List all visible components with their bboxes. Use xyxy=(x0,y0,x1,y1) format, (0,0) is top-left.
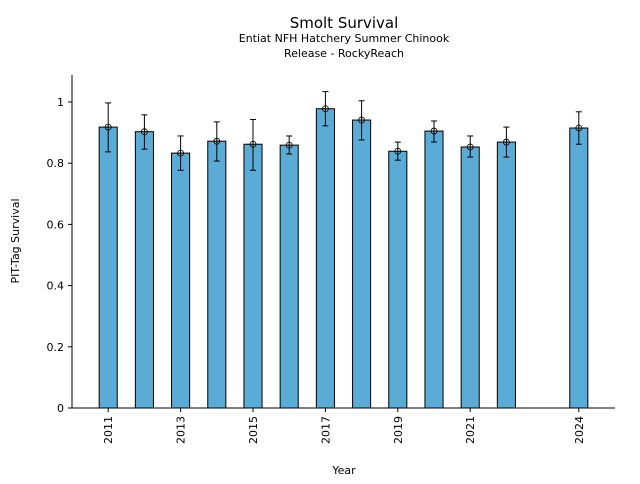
chart-title: Smolt Survival xyxy=(290,14,399,32)
x-tick-label: 2011 xyxy=(102,416,115,444)
y-tick-label: 1 xyxy=(57,96,64,109)
y-tick-label: 0.6 xyxy=(47,218,65,231)
x-tick-label: 2021 xyxy=(464,416,477,444)
x-tick-label: 2019 xyxy=(392,416,405,444)
x-axis-label: Year xyxy=(331,464,356,477)
y-tick-label: 0.8 xyxy=(47,157,65,170)
x-tick-label: 2015 xyxy=(247,416,260,444)
bar-2012 xyxy=(134,131,154,409)
chart-subtitle-2: Release - RockyReach xyxy=(284,47,404,60)
x-tick-label: 2024 xyxy=(573,416,586,444)
bar-2014 xyxy=(207,140,227,409)
bar-2017 xyxy=(315,108,335,409)
y-tick-label: 0.4 xyxy=(47,280,65,293)
y-tick-label: 0 xyxy=(57,402,64,415)
bar-2015 xyxy=(243,143,263,409)
bar-2011 xyxy=(98,126,118,409)
bar-2020 xyxy=(424,130,444,409)
bar-2019 xyxy=(388,150,408,409)
bar-2016 xyxy=(279,144,299,409)
y-axis-label: PIT-Tag Survival xyxy=(9,198,22,283)
x-tick-label: 2013 xyxy=(175,416,188,444)
x-tick-label: 2017 xyxy=(319,416,332,444)
bar-2022 xyxy=(496,141,516,409)
chart-subtitle-1: Entiat NFH Hatchery Summer Chinook xyxy=(239,32,450,45)
bar-2018 xyxy=(352,119,372,409)
bar-2013 xyxy=(171,152,191,409)
bar-2024 xyxy=(569,127,589,409)
y-tick-label: 0.2 xyxy=(47,341,65,354)
bar-2021 xyxy=(460,146,480,409)
